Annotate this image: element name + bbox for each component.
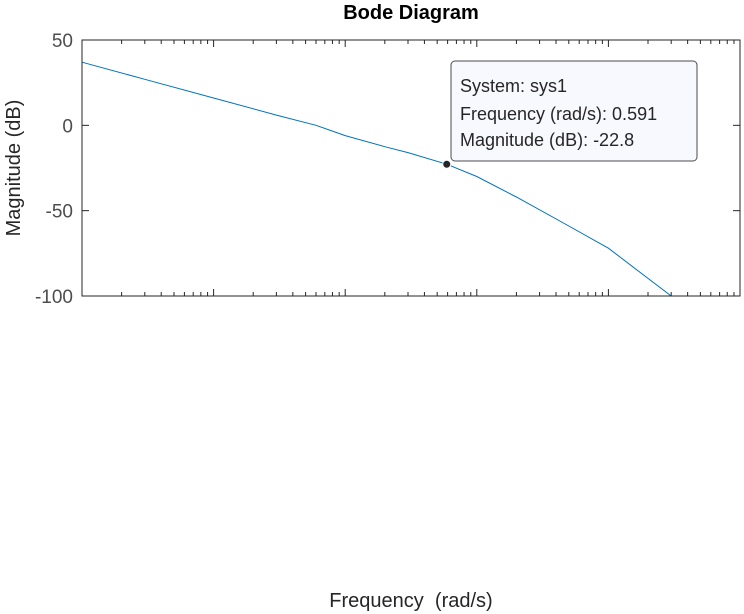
x-axis-label: Frequency (rad/s): [329, 590, 492, 612]
datatip[interactable]: System: sys1 Frequency (rad/s): 0.591 Ma…: [442, 60, 698, 169]
datatip-marker[interactable]: [442, 159, 452, 169]
chart-title: Bode Diagram: [343, 2, 479, 24]
y-tick-label: -50: [46, 202, 73, 223]
datatip-system: System: sys1: [460, 76, 567, 96]
datatip-frequency: Frequency (rad/s): 0.591: [460, 104, 657, 124]
y-axis-label: Magnitude (dB): [3, 100, 25, 237]
plot-frame: [81, 39, 741, 297]
magnitude-line[interactable]: [81, 61, 672, 297]
y-tick-label: -100: [35, 287, 73, 308]
y-tick-label: 50: [52, 31, 73, 52]
datatip-magnitude: Magnitude (dB): -22.8: [460, 130, 634, 150]
y-tick-labels: 50 0 -50 -100: [35, 31, 73, 308]
y-tick-label: 0: [62, 116, 73, 137]
datatip-box: [450, 60, 698, 162]
